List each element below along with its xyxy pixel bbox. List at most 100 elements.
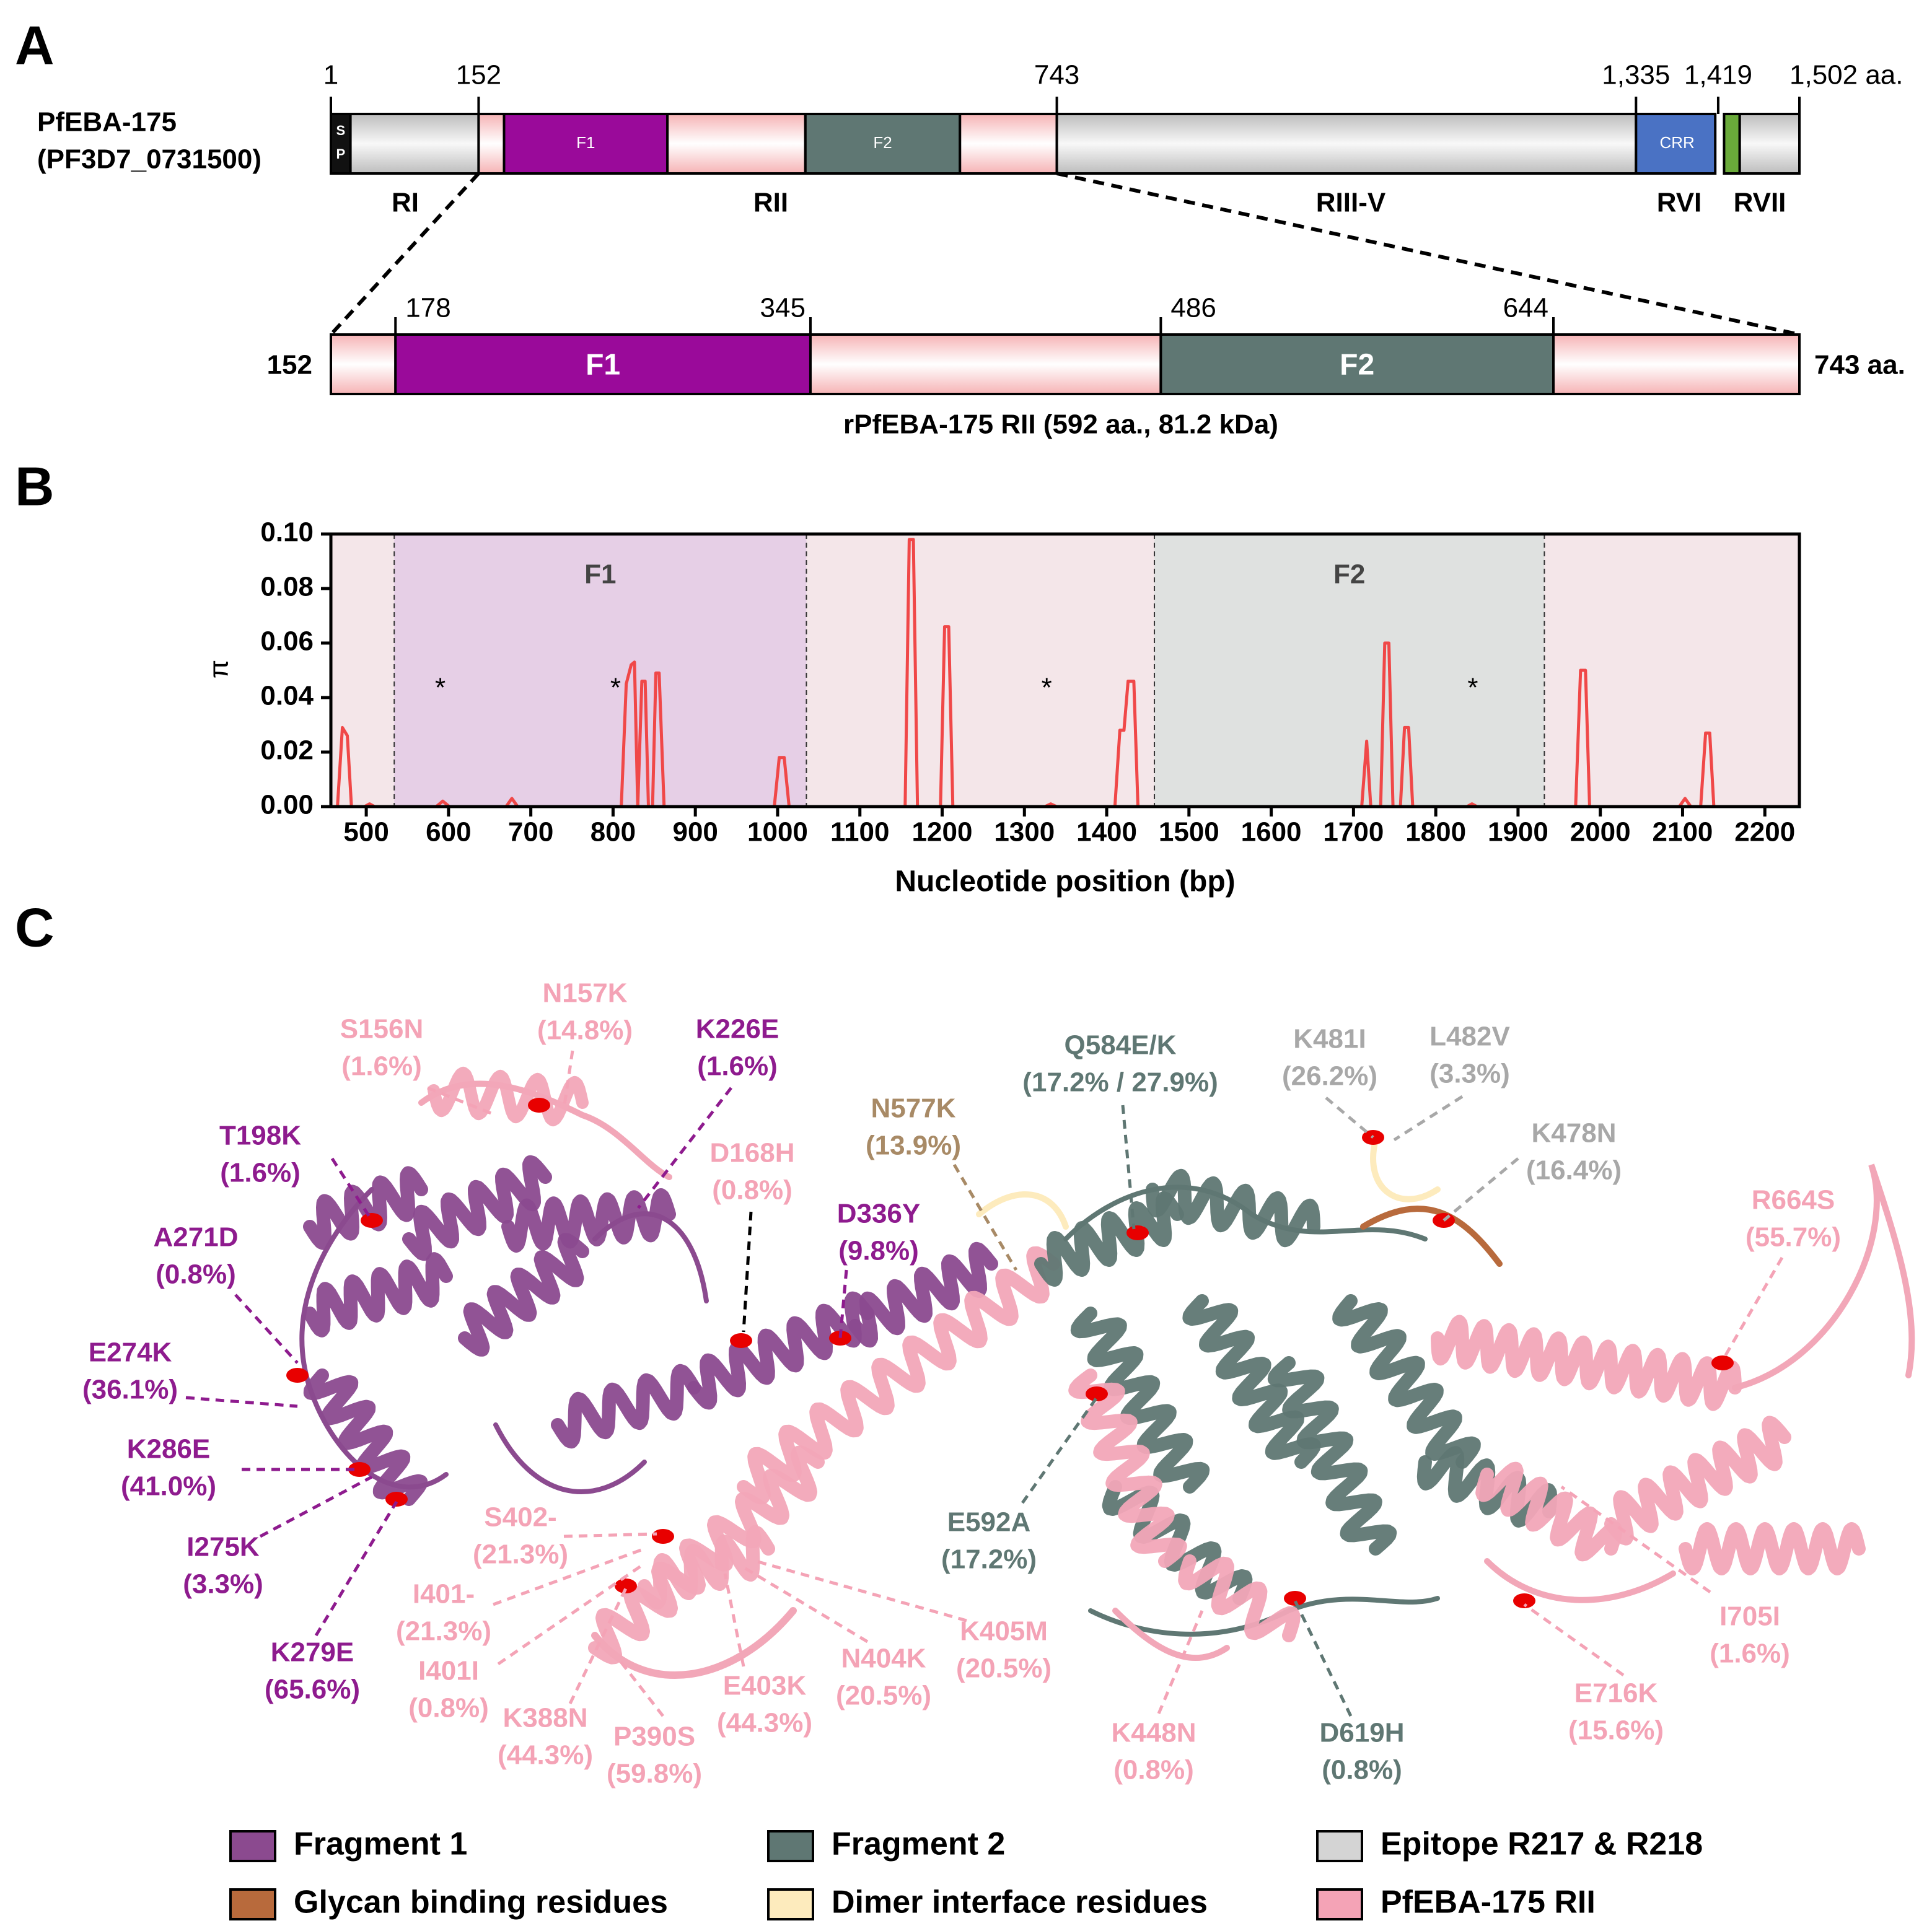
position-label: 178 [405, 293, 450, 323]
domain-segment [1055, 113, 1638, 175]
x-tick-label: 1800 [1405, 817, 1466, 847]
x-tick-label: 1300 [994, 817, 1055, 847]
mutation-name: S156N [340, 1014, 424, 1044]
mutation-frequency: (0.8%) [408, 1693, 489, 1723]
mutation-name: K405M [960, 1616, 1048, 1647]
mutation-frequency: (21.3%) [473, 1539, 568, 1570]
zoom-line [1056, 172, 1800, 336]
helix [1332, 1294, 1481, 1469]
position-label: 1,502 aa. [1789, 60, 1903, 90]
leader-line [1293, 1600, 1353, 1717]
leader-line [1325, 1097, 1374, 1139]
mutation-name: D336Y [837, 1199, 921, 1229]
mutation-name: D619H [1320, 1718, 1405, 1748]
mutation-frequency: (55.7%) [1745, 1222, 1841, 1253]
helix [1070, 1307, 1210, 1494]
mutation-frequency: (65.6%) [265, 1675, 360, 1705]
helix [458, 1233, 589, 1357]
mutation-name: K286E [127, 1434, 211, 1465]
mutation-frequency: (3.3%) [1429, 1059, 1510, 1089]
sp-label: S [336, 123, 345, 138]
helix [303, 1368, 428, 1506]
domain-segment [330, 333, 397, 395]
variant-site [652, 1529, 674, 1544]
legend-label: Glycan binding residues [294, 1885, 668, 1920]
domain-segment [959, 113, 1058, 175]
leader-line [1560, 1485, 1711, 1594]
x-tick-label: 500 [343, 817, 389, 847]
leader-line [742, 1211, 753, 1333]
mutation-name: D168H [710, 1138, 795, 1168]
leader-line [742, 1565, 869, 1644]
mutation-frequency: (16.4%) [1526, 1155, 1622, 1186]
domain-segment [1723, 113, 1741, 175]
mutation-name: E716K [1574, 1678, 1658, 1709]
helix [1034, 1191, 1184, 1287]
sp-label: P [336, 146, 345, 162]
mutation-frequency: (0.8%) [1322, 1755, 1402, 1785]
variant-site [286, 1368, 309, 1383]
legend-label: Fragment 1 [294, 1826, 467, 1862]
leader-line [493, 1547, 645, 1606]
helix [1068, 1368, 1187, 1568]
mutation-name: E592A [947, 1507, 1031, 1538]
region-label: RI [392, 188, 419, 218]
mutation-name: Q584E/K [1065, 1030, 1177, 1061]
region-label: RII [753, 188, 788, 218]
leader-line [330, 1157, 374, 1222]
mutation-frequency: (1.6%) [697, 1051, 778, 1082]
x-tick-label: 1500 [1159, 817, 1219, 847]
mutation-name: E274K [89, 1338, 172, 1368]
leader-line [1393, 1095, 1464, 1142]
y-tick-label: 0.04 [260, 681, 314, 711]
mutation-name: E403K [723, 1671, 807, 1701]
mutation-frequency: (44.3%) [717, 1708, 812, 1738]
mutation-name: L482V [1429, 1022, 1510, 1052]
region-label: RIII-V [1316, 188, 1386, 218]
mutation-frequency: (14.8%) [537, 1015, 633, 1046]
leader-line [618, 1659, 664, 1717]
zoom-end: 743 aa. [1814, 350, 1905, 380]
leader-line [755, 1559, 967, 1622]
domain-segment [349, 113, 480, 175]
mutation-frequency: (20.5%) [956, 1653, 1052, 1684]
position-label: 1,419 [1684, 60, 1752, 90]
mutation-frequency: (17.2%) [941, 1544, 1037, 1575]
mutation-frequency: (0.8%) [712, 1175, 793, 1206]
legend-label: Epitope R217 & R218 [1381, 1826, 1703, 1862]
mutation-frequency: (13.9%) [866, 1131, 961, 1161]
mutation-name: I401I [418, 1656, 479, 1686]
legend-swatch [229, 1830, 276, 1862]
leader-line [234, 1294, 299, 1364]
position-label: 644 [1503, 293, 1548, 323]
helix [1679, 1522, 1866, 1575]
mutation-frequency: (0.8%) [156, 1259, 236, 1290]
plot-frame [329, 532, 1801, 808]
panel-letter: B [15, 455, 55, 517]
mutation-name: R664S [1752, 1185, 1835, 1215]
x-tick-label: 1900 [1488, 817, 1548, 847]
mutation-name: K478N [1532, 1118, 1617, 1149]
region-label: RVI [1657, 188, 1702, 218]
loop [976, 1191, 1069, 1230]
legend-swatch [767, 1830, 814, 1862]
mutation-frequency: (9.8%) [838, 1236, 919, 1266]
mutation-frequency: (0.8%) [1113, 1755, 1194, 1785]
significance-mark: * [610, 672, 621, 703]
mutation-name: K226E [696, 1014, 779, 1044]
position-label: 345 [760, 293, 806, 323]
domain-segment [804, 113, 962, 175]
panel-letter: C [15, 896, 55, 958]
legend-label: Fragment 2 [832, 1826, 1005, 1862]
helix [303, 1252, 453, 1338]
variant-site [361, 1213, 383, 1228]
mutation-frequency: (1.6%) [1710, 1639, 1790, 1669]
loop [493, 1422, 647, 1494]
leader-line [427, 1086, 496, 1117]
mutation-name: K279E [271, 1637, 354, 1668]
helix [551, 1364, 701, 1449]
x-tick-label: 1200 [912, 817, 973, 847]
mutation-frequency: (21.3%) [396, 1616, 491, 1647]
variant-site [730, 1333, 752, 1348]
mutation-name: P390S [613, 1722, 695, 1752]
